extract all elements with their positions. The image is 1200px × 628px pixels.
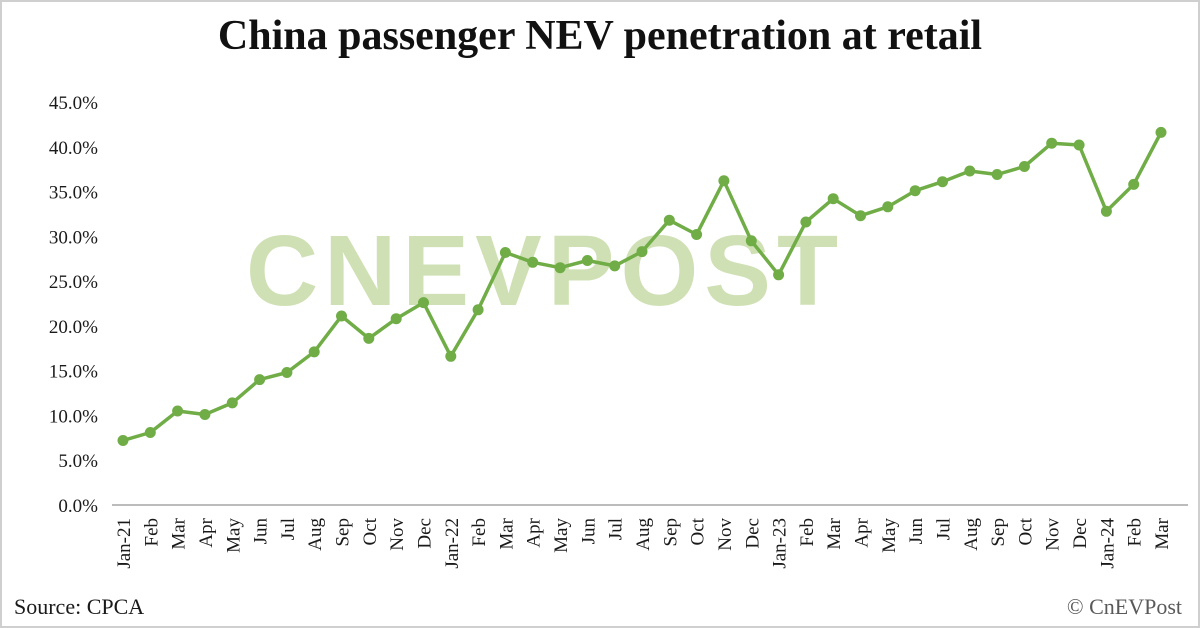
data-point (800, 216, 812, 228)
y-tick-label: 40.0% (49, 138, 98, 159)
data-point (390, 313, 402, 325)
x-tick-label: Jul (278, 518, 299, 540)
x-tick-label: Apr (196, 517, 217, 547)
data-point (581, 255, 593, 266)
data-point (418, 297, 429, 309)
watermark: CNEVPOST (245, 215, 845, 327)
data-point (691, 229, 703, 240)
x-tick-label: Mar (169, 517, 190, 549)
x-tick-label: Oct (1015, 517, 1036, 545)
data-point (199, 409, 211, 420)
y-tick-label: 20.0% (49, 317, 98, 338)
y-tick-label: 45.0% (49, 93, 98, 114)
x-tick-label: Jul (933, 518, 954, 540)
data-point (117, 435, 129, 446)
data-point (718, 175, 730, 187)
x-tick-label: Oct (360, 517, 381, 545)
x-tick-label: Nov (387, 518, 408, 551)
x-tick-label: Jun (578, 518, 599, 545)
y-tick-label: 15.0% (49, 362, 98, 383)
data-point (144, 427, 156, 438)
x-tick-label: Feb (1125, 518, 1146, 547)
x-tick-label: May (223, 518, 244, 553)
y-tick-label: 10.0% (49, 406, 98, 427)
x-tick-label: Feb (469, 518, 490, 547)
y-tick-label: 0.0% (58, 496, 98, 517)
x-tick-label: Dec (1070, 518, 1091, 549)
data-point (1018, 161, 1030, 172)
data-point (363, 332, 375, 344)
x-tick-label: Mar (824, 517, 845, 549)
penetration-line (121, 130, 1163, 443)
y-tick-label: 25.0% (49, 272, 98, 293)
x-tick-label: Sep (660, 518, 681, 547)
data-point (773, 269, 785, 281)
data-point (909, 185, 921, 197)
x-tick-label: Nov (1043, 518, 1064, 551)
data-point (663, 214, 675, 226)
x-tick-label: Apr (852, 517, 873, 547)
data-point (527, 256, 539, 268)
x-tick-label: Sep (333, 518, 354, 547)
x-tick-label: Jan-22 (442, 518, 463, 569)
data-point (964, 165, 976, 177)
data-point (226, 397, 238, 409)
x-tick-label: May (551, 518, 572, 553)
data-point (254, 374, 266, 386)
data-point (882, 201, 894, 213)
x-tick-label: Apr (524, 517, 545, 547)
data-point (1100, 205, 1112, 217)
data-point (308, 346, 320, 358)
x-tick-label: Sep (988, 518, 1009, 547)
data-point (499, 247, 511, 258)
x-tick-label: Feb (797, 518, 818, 547)
chart-title: China passenger NEV penetration at retai… (217, 13, 983, 59)
x-tick-label: Jun (906, 518, 927, 545)
y-tick-label: 30.0% (49, 227, 98, 248)
data-point (636, 246, 648, 258)
data-point (172, 405, 184, 417)
data-point (554, 262, 566, 274)
x-tick-label: Aug (961, 518, 982, 551)
y-tick-label: 35.0% (49, 183, 98, 204)
x-tick-label: Jan-23 (770, 518, 791, 569)
x-tick-label: Mar (1152, 517, 1173, 549)
x-tick-label: Oct (688, 517, 709, 545)
x-tick-label: Jul (606, 518, 627, 540)
x-tick-label: May (879, 518, 900, 553)
data-point (1128, 178, 1140, 190)
source-label: Source: CPCA (14, 594, 145, 619)
data-point (745, 235, 757, 247)
data-point (1046, 137, 1058, 149)
data-point (1073, 139, 1085, 151)
data-point (336, 310, 347, 322)
x-tick-label: Jan-21 (114, 518, 135, 569)
x-tick-label: Nov (715, 518, 736, 551)
data-point (445, 350, 457, 362)
data-point (937, 176, 948, 188)
data-point (472, 304, 484, 316)
credit-label: © CnEVPost (1066, 594, 1182, 619)
x-tick-label: Dec (742, 518, 763, 549)
data-point (991, 169, 1003, 180)
y-tick-label: 5.0% (58, 451, 98, 472)
footer: Source: CPCA © CnEVPost (14, 594, 1182, 620)
x-tick-label: Aug (305, 518, 326, 551)
data-point (281, 367, 293, 378)
x-tick-label: Jun (251, 518, 272, 545)
x-tick-label: Jan-24 (1097, 518, 1118, 569)
x-tick-label: Aug (633, 518, 654, 551)
data-point (855, 210, 866, 222)
x-tick-label: Mar (496, 517, 517, 549)
data-point (827, 193, 839, 205)
data-point (609, 260, 621, 272)
x-tick-label: Dec (414, 518, 435, 549)
data-point (1155, 126, 1167, 138)
x-tick-label: Feb (141, 518, 162, 547)
